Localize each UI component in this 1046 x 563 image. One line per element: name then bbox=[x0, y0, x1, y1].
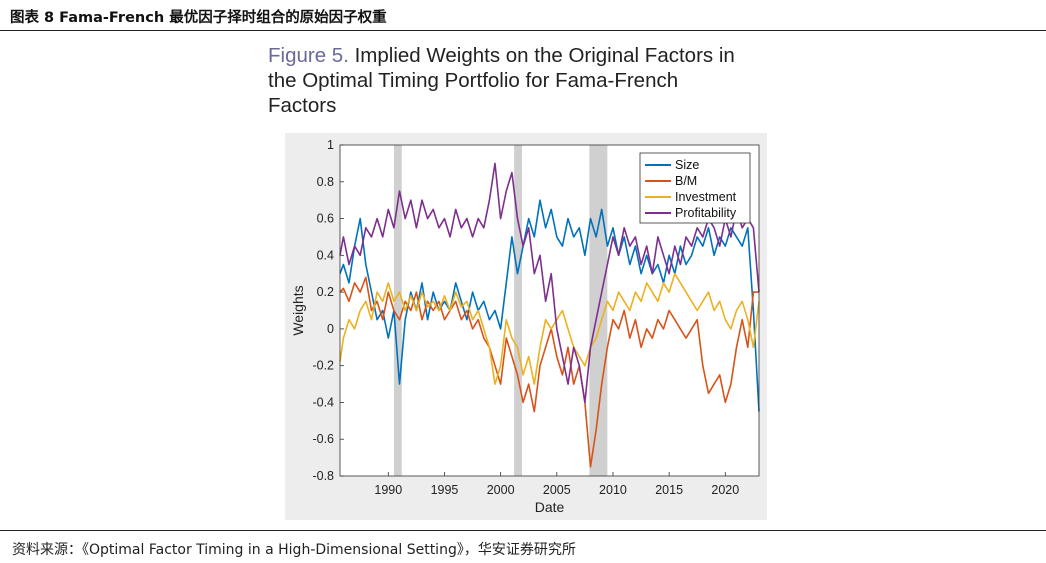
source-note: 资料来源：《Optimal Factor Timing in a High-Di… bbox=[12, 542, 576, 558]
y-tick-label: 0.2 bbox=[317, 285, 334, 299]
series-line-bm bbox=[339, 276, 759, 468]
x-tick-label: 2010 bbox=[599, 483, 627, 497]
y-tick-label: 0.4 bbox=[317, 248, 334, 262]
footer-divider bbox=[0, 530, 1046, 531]
x-axis-label: Date bbox=[535, 499, 565, 515]
header-title: 图表 8 Fama-French 最优因子择时组合的原始因子权重 bbox=[10, 10, 387, 26]
y-tick-label: 1 bbox=[327, 138, 334, 152]
y-tick-label: 0 bbox=[327, 322, 334, 336]
axes-frame bbox=[339, 144, 760, 477]
legend-label: Investment bbox=[675, 190, 737, 204]
y-tick-label: -0.8 bbox=[312, 469, 334, 483]
figure-title-line-1: Figure 5. Implied Weights on the Origina… bbox=[268, 43, 808, 68]
legend-label: B/M bbox=[675, 174, 697, 188]
y-tick-label: 0.8 bbox=[317, 175, 334, 189]
figure-number: Figure 5. bbox=[268, 44, 349, 67]
figure-title-line-2: the Optimal Timing Portfolio for Fama-Fr… bbox=[268, 69, 679, 92]
figure-title-line-3: Factors bbox=[268, 94, 337, 117]
figure-title-text-1: Implied Weights on the Original Factors … bbox=[354, 44, 735, 67]
series-line-investment bbox=[339, 272, 760, 385]
x-tick-label: 2000 bbox=[487, 483, 515, 497]
x-tick-label: 2015 bbox=[655, 483, 683, 497]
legend-label: Profitability bbox=[675, 206, 737, 220]
y-tick-label: -0.6 bbox=[312, 432, 334, 446]
x-tick-label: 1995 bbox=[431, 483, 459, 497]
header-divider bbox=[0, 30, 1046, 31]
legend-label: Size bbox=[675, 158, 699, 172]
recession-band-2 bbox=[514, 145, 522, 476]
recession-band-1 bbox=[393, 145, 402, 476]
x-tick-label: 2020 bbox=[711, 483, 739, 497]
y-tick-label: -0.4 bbox=[312, 395, 334, 409]
x-tick-label: 1990 bbox=[374, 483, 402, 497]
y-axis-label: Weights bbox=[290, 285, 306, 335]
series-line-profitability bbox=[339, 162, 760, 404]
y-tick-label: 0.6 bbox=[317, 212, 334, 226]
x-tick-label: 2005 bbox=[543, 483, 571, 497]
y-tick-label: -0.2 bbox=[312, 359, 334, 373]
figure-title: Figure 5. Implied Weights on the Origina… bbox=[268, 43, 808, 118]
